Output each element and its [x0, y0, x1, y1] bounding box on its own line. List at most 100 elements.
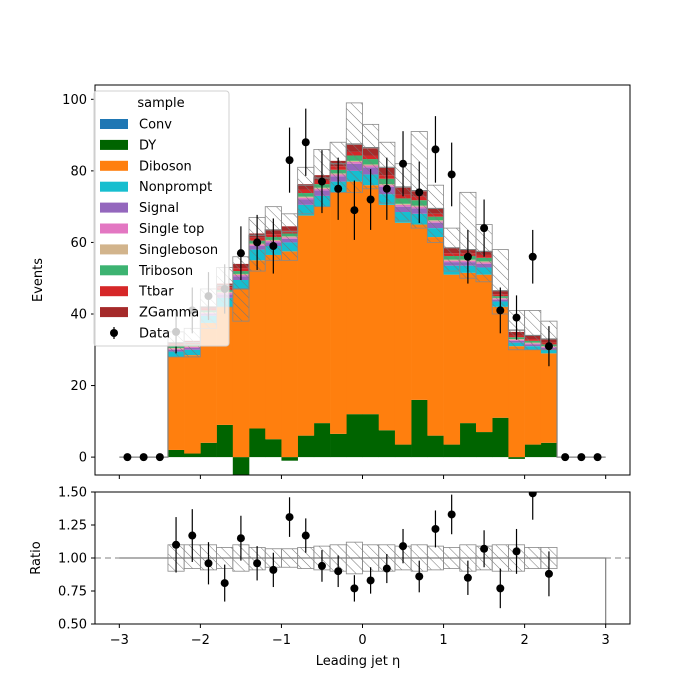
legend-label-ttbar: Ttbar	[138, 285, 174, 300]
data-point-22	[480, 224, 489, 233]
legend-swatch-singleboson	[100, 244, 128, 255]
data-point-18	[415, 188, 424, 197]
ratio-point-23	[544, 569, 553, 578]
bar-diboson-bin-18	[459, 272, 477, 424]
ratio-point-6	[269, 565, 278, 574]
ratio-point-15	[415, 572, 424, 581]
legend-marker-data	[110, 329, 118, 337]
mc-uncertainty-band-bin-7	[281, 213, 299, 261]
legend-entries: Conv DY Diboson Nonprompt Signal Single top Si…	[100, 118, 218, 342]
bar-dy-bin-14	[394, 444, 412, 458]
data-point-13	[334, 184, 343, 193]
ratio-point-3	[220, 579, 229, 588]
bar-diboson-bin-11	[346, 181, 363, 415]
bar-dy-bin-9	[313, 423, 331, 458]
bar-diboson-bin-21	[508, 346, 525, 458]
main-y-tick-label-1: 20	[70, 379, 87, 394]
ratio-point-13	[382, 564, 391, 573]
data-point-27	[561, 453, 570, 462]
mc-uncertainty-band-bin-16	[426, 184, 444, 243]
main-y-ticks: 0 20 40 60 80 100	[62, 93, 95, 466]
bar-dy-bin-8	[297, 435, 315, 458]
bar-diboson-bin-13	[378, 204, 396, 431]
legend-label-singleboson: Singleboson	[139, 243, 218, 258]
bar-dy-bin-20	[492, 417, 509, 458]
bar-diboson-bin-22	[524, 349, 542, 445]
bar-dy-bin-4	[232, 457, 250, 475]
ratio-point-4	[236, 534, 245, 543]
ratio-point-18	[463, 573, 472, 582]
bar-dy-bin-17	[443, 444, 461, 458]
data-point-7	[236, 249, 245, 258]
ratio-x-tick-label-2: −1	[272, 633, 291, 648]
bar-dy-bin-19	[475, 432, 493, 458]
data-point-25	[528, 252, 537, 261]
bar-dy-bin-12	[362, 414, 380, 458]
ratio-point-16	[431, 524, 440, 533]
data-point-14	[350, 206, 359, 215]
legend-swatch-nonprompt	[100, 181, 128, 192]
ratio-y-tick-label-0: 0.50	[58, 618, 87, 633]
data-point-16	[382, 184, 391, 193]
bar-dy-bin-5	[249, 428, 266, 458]
ratio-point-2	[204, 559, 213, 568]
legend-label-nonprompt: Nonprompt	[139, 180, 212, 195]
bar-dy-bin-18	[459, 423, 477, 458]
legend-swatch-dy	[100, 139, 128, 150]
ratio-outline	[119, 557, 607, 624]
legend-label-conv: Conv	[139, 118, 172, 133]
bar-diboson-bin-6	[265, 254, 282, 440]
bar-dy-bin-21	[508, 457, 525, 459]
data-point-11	[301, 138, 310, 147]
legend-swatch-triboson	[100, 265, 128, 276]
legend-swatch-ttbar	[100, 286, 128, 297]
legend-swatch-single-top	[100, 223, 128, 234]
ratio-y-tick-label-3: 1.25	[58, 519, 87, 534]
ratio-x-ticks: −3 −2 −1 0 1 2 3	[110, 624, 610, 648]
ratio-x-tick-label-6: 3	[602, 633, 610, 648]
bar-dy-bin-23	[540, 442, 558, 458]
legend-label-zgamma: ZGamma	[139, 306, 199, 321]
ratio-point-20	[496, 584, 505, 593]
mc-uncertainty-band-bin-17	[443, 227, 461, 272]
ratio-x-tick-label-3: 0	[358, 633, 366, 648]
bar-diboson-bin-4	[232, 288, 250, 458]
data-point-8	[253, 238, 262, 247]
legend-label-single-top: Single top	[139, 222, 204, 237]
ratio-point-7	[285, 513, 294, 522]
ratio-y-tick-label-4: 1.50	[58, 486, 87, 501]
ratio-point-11	[350, 584, 359, 593]
data-point-0	[123, 453, 132, 462]
legend-title: sample	[137, 96, 184, 111]
x-axis-label: Leading jet η	[316, 654, 401, 669]
data-point-17	[399, 159, 408, 168]
legend-label-triboson: Triboson	[138, 264, 193, 279]
bar-diboson-bin-16	[427, 237, 444, 436]
bar-dy-bin-15	[411, 399, 428, 458]
bar-diboson-bin-9	[313, 206, 331, 424]
ratio-x-tick-label-0: −3	[110, 633, 129, 648]
ratio-y-tick-label-1: 0.75	[58, 585, 87, 600]
bar-dy-bin-10	[330, 433, 347, 458]
ratio-point-9	[317, 561, 326, 570]
ratio-point-1	[188, 531, 197, 540]
ratio-y-axis-label: Ratio	[29, 541, 44, 574]
bar-diboson-bin-10	[330, 192, 347, 434]
ratio-point-8	[301, 531, 310, 540]
bar-dy-bin-7	[281, 457, 298, 461]
ratio-y-tick-label-2: 1.00	[58, 552, 87, 567]
data-point-12	[317, 177, 326, 186]
ratio-point-22	[528, 492, 537, 498]
bar-diboson-bin-15	[411, 224, 428, 400]
main-y-tick-label-3: 60	[70, 236, 87, 251]
ratio-plot-area	[95, 492, 630, 624]
bar-diboson-bin-20	[492, 306, 509, 418]
bar-diboson-bin-2	[200, 322, 217, 443]
bar-diboson-bin-23	[540, 353, 558, 443]
bar-diboson-bin-8	[297, 215, 315, 436]
legend-swatch-zgamma	[100, 307, 128, 318]
ratio-point-14	[399, 542, 408, 551]
ratio-y-ticks: 0.50 0.75 1.00 1.25 1.50	[58, 486, 95, 633]
data-point-20	[447, 170, 456, 179]
